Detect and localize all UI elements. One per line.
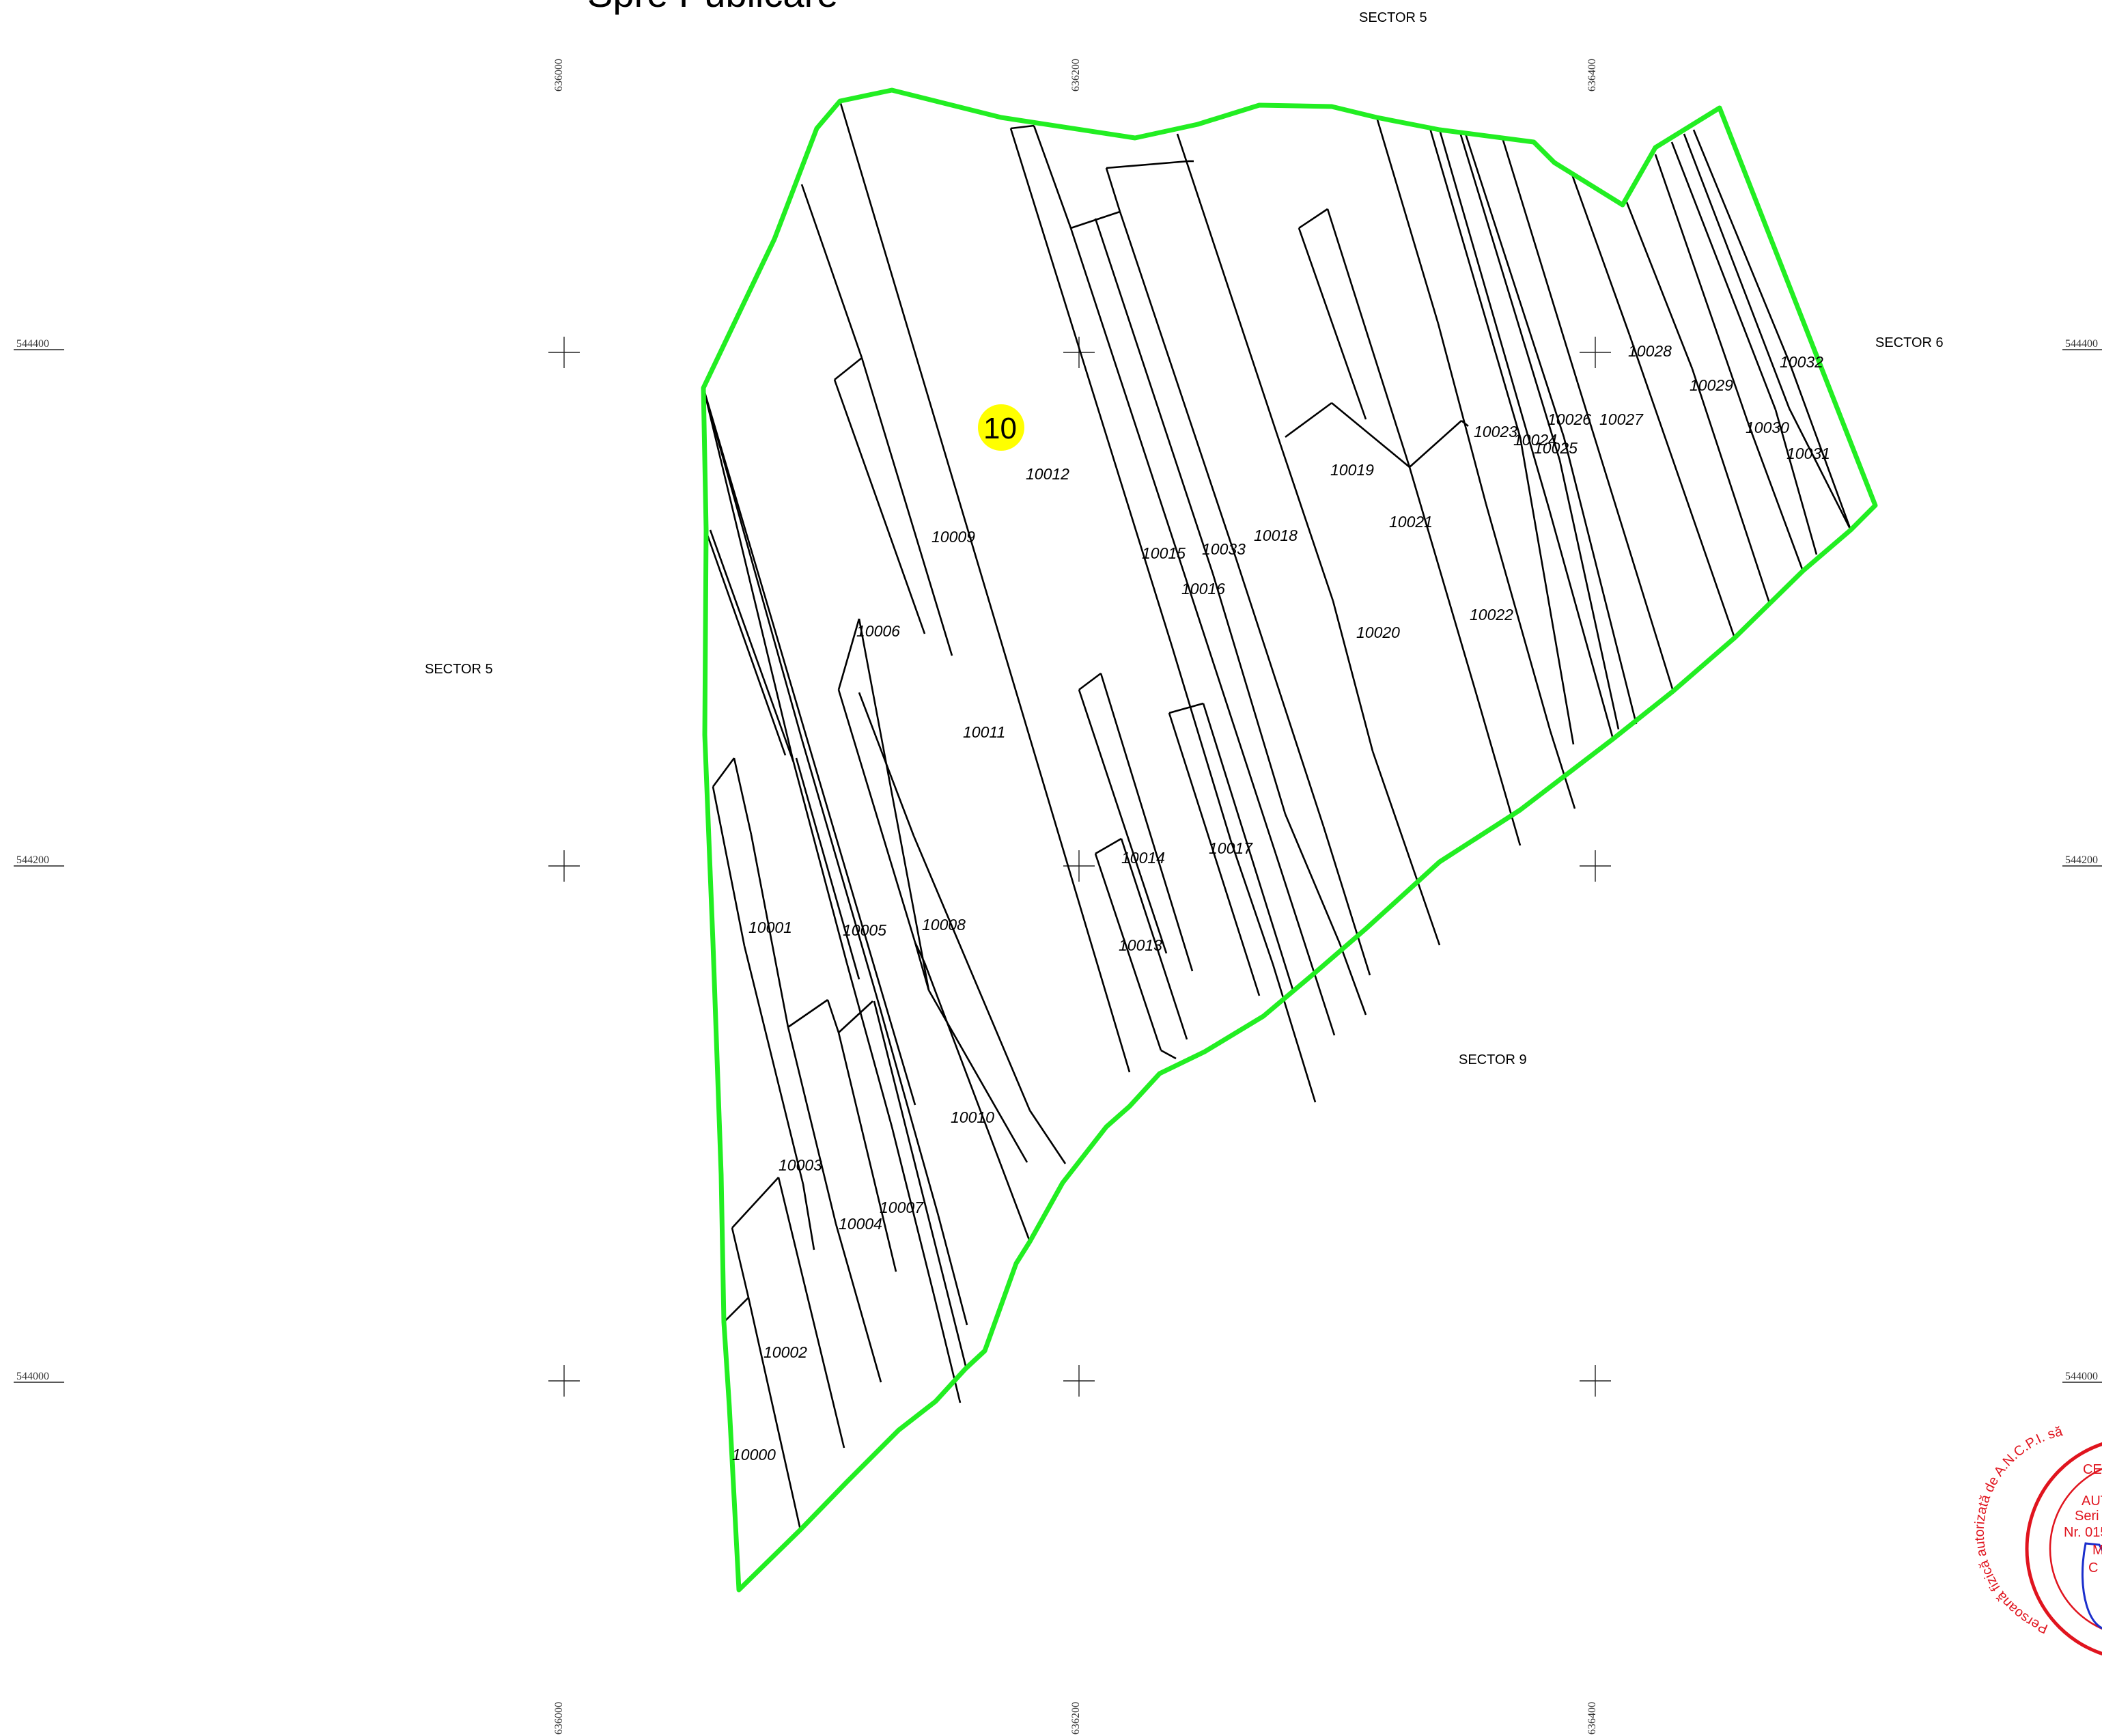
- authorization-stamp: Persoană fizică autorizată de A.N.C.P.I.…: [1972, 1424, 2102, 1656]
- sector-label-top: SECTOR 5: [1359, 10, 1427, 25]
- grid-crosses: [548, 337, 1611, 1397]
- grid-x-label: 636000: [553, 59, 565, 92]
- parcel-label: 10023: [1474, 423, 1517, 440]
- stamp-line: AUT: [2082, 1494, 2102, 1509]
- parcel-label: 10014: [1121, 849, 1165, 867]
- grid-x-label: 636400: [1586, 1702, 1598, 1735]
- grid-x-label: 636200: [1070, 1702, 1082, 1735]
- parcel-label: 10018: [1254, 527, 1298, 544]
- grid-cross: [1063, 1365, 1095, 1397]
- parcel-label: 10001: [748, 919, 792, 936]
- parcel-label: 10031: [1786, 445, 1830, 462]
- parcel-label: 10033: [1202, 540, 1246, 558]
- stamp-ring-path: Persoană fizică autorizată de A.N.C.P.I.…: [1972, 1424, 2064, 1636]
- grid-y-label: 544400: [16, 338, 49, 350]
- parcel-label: 10016: [1181, 580, 1225, 598]
- sector-label-right: SECTOR 6: [1875, 335, 1944, 350]
- grid-cross: [548, 337, 580, 368]
- grid-x-labels-top: 636000 636200 636400: [553, 59, 1598, 92]
- parcel-label: 10013: [1119, 936, 1162, 954]
- grid-y-label: 544400: [2065, 338, 2098, 350]
- grid-x-label: 636200: [1070, 59, 1082, 92]
- grid-cross: [1580, 337, 1611, 368]
- grid-y-label: 544200: [16, 854, 49, 866]
- parcel-label: 10008: [922, 916, 966, 934]
- parcel-label: 10019: [1330, 461, 1374, 479]
- sector-number-marker: [978, 404, 1024, 451]
- sector-boundary: [701, 87, 1878, 1593]
- parcel-label: 10000: [732, 1446, 776, 1464]
- stamp-line: Seri: [2075, 1509, 2099, 1524]
- grid-x-label: 636400: [1586, 59, 1598, 92]
- parcel-label: 10029: [1690, 376, 1733, 394]
- parcel-label: 10021: [1389, 513, 1433, 531]
- parcel-label: 10017: [1209, 839, 1253, 857]
- parcel-label: 10005: [843, 921, 886, 939]
- parcel-label: 10007: [880, 1199, 924, 1216]
- sector-number-label: 10: [983, 412, 1017, 445]
- grid-y-labels-right: 544400 544200 544000: [2062, 338, 2102, 1383]
- parcel-label: 10004: [839, 1215, 882, 1233]
- sector-label-left: SECTOR 5: [425, 662, 493, 677]
- grid-x-labels-bottom: 636000 636200 636400: [553, 1702, 1598, 1735]
- parcel-label: 10024: [1513, 431, 1557, 449]
- grid-x-label: 636000: [553, 1702, 565, 1735]
- stamp-line: M: [2092, 1543, 2102, 1558]
- parcel-label: 10020: [1356, 624, 1400, 641]
- map-title: Spre Publicare: [587, 0, 838, 15]
- stamp-line: Nr. 015: [2064, 1525, 2102, 1540]
- grid-cross: [1580, 1365, 1611, 1397]
- grid-cross: [1063, 337, 1095, 368]
- parcel-lines: [702, 100, 1852, 1530]
- sector-label-bottom: SECTOR 9: [1459, 1052, 1527, 1067]
- parcel-label: 10010: [951, 1108, 994, 1126]
- parcel-label: 10002: [763, 1343, 807, 1361]
- parcel-label: 10011: [963, 723, 1005, 741]
- grid-y-label: 544200: [2065, 854, 2098, 866]
- grid-cross: [548, 1365, 580, 1397]
- grid-y-label: 544000: [2065, 1371, 2098, 1382]
- parcel-label: 10022: [1470, 606, 1513, 624]
- grid-y-label: 544000: [16, 1371, 49, 1382]
- parcel-labels: 10000 10001 10002 10003 10004 10005 1000…: [732, 342, 1830, 1464]
- parcel-label: 10006: [856, 622, 900, 640]
- stamp-line: C: [2088, 1560, 2098, 1576]
- stamp-ring-text: Persoană fizică autorizată de A.N.C.P.I.…: [1972, 1424, 2064, 1636]
- parcel-label: 10025: [1534, 439, 1578, 457]
- parcel-label: 10032: [1780, 353, 1823, 371]
- parcel-label: 10030: [1746, 419, 1789, 436]
- parcel-label: 10028: [1628, 342, 1672, 360]
- parcel-label: 10015: [1142, 544, 1186, 562]
- parcel-label: 10009: [931, 528, 975, 546]
- grid-y-labels-left: 544400 544200 544000: [14, 338, 64, 1383]
- grid-cross: [548, 850, 580, 882]
- stamp-line: CE: [2083, 1462, 2102, 1477]
- parcel-label: 10003: [779, 1156, 822, 1174]
- parcel-label: 10026: [1547, 410, 1591, 428]
- parcel-label: 10012: [1026, 465, 1069, 483]
- parcel-label: 10027: [1599, 410, 1644, 428]
- grid-cross: [1580, 850, 1611, 882]
